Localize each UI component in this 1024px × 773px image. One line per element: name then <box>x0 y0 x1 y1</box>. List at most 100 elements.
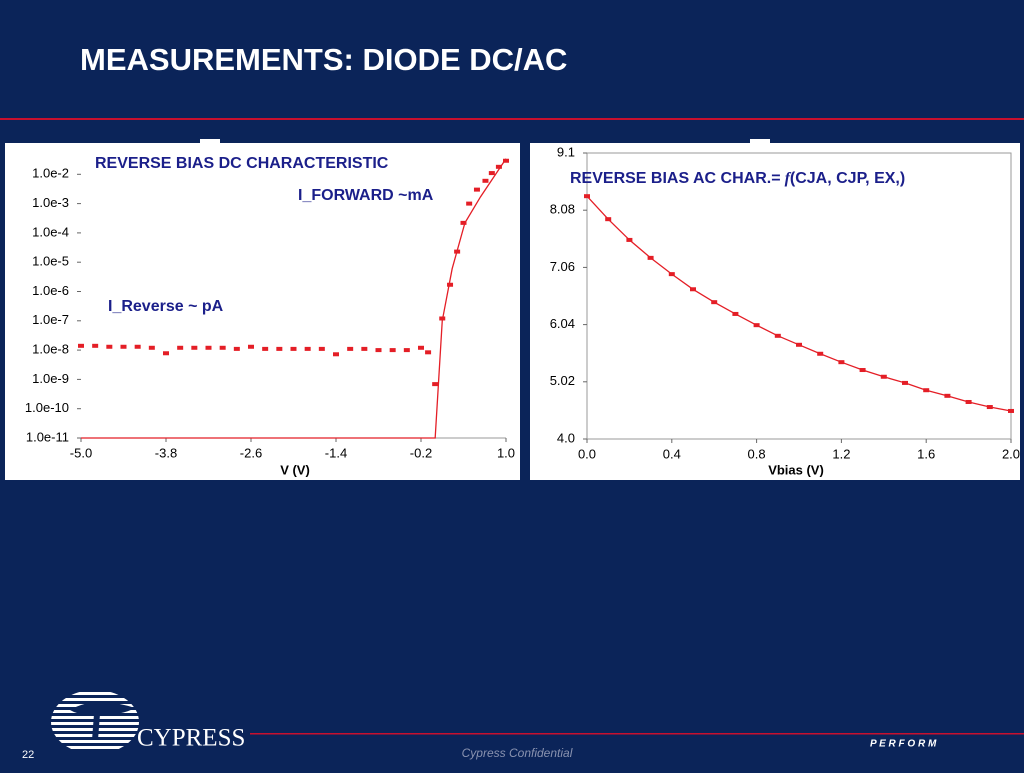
data-point <box>248 344 254 349</box>
data-point <box>78 343 84 348</box>
annotation: I_Reverse ~ pA <box>108 298 224 315</box>
data-point <box>375 348 382 353</box>
y-tick-label: 4.0 <box>557 430 575 445</box>
y-tick-label: 5.02 <box>550 373 575 388</box>
x-tick-label: 1.6 <box>917 446 935 461</box>
y-tick-label: 1.0e-10 <box>25 400 69 415</box>
data-point <box>233 346 240 351</box>
data-point <box>473 187 480 192</box>
data-point <box>690 287 696 292</box>
data-point <box>753 323 760 328</box>
annotation-part: REVERSE BIAS AC CHAR.= <box>570 170 781 187</box>
page-number: 22 <box>22 749 34 761</box>
data-point <box>92 343 99 348</box>
x-tick-label: 1.0 <box>497 445 515 460</box>
footer-rule <box>250 733 1024 735</box>
data-point <box>163 351 169 356</box>
data-point <box>333 352 339 357</box>
data-point <box>902 380 908 385</box>
y-tick-label: 1.0e-7 <box>32 312 69 327</box>
data-point <box>488 171 495 176</box>
x-tick-label: -1.4 <box>325 445 347 460</box>
tab <box>200 139 220 145</box>
data-point <box>584 194 590 199</box>
annotation: REVERSE BIAS DC CHARACTERISTIC <box>95 155 389 172</box>
x-axis-label: Vbias (V) <box>768 462 824 477</box>
data-point <box>304 346 311 351</box>
y-tick-label: 1.0e-8 <box>32 342 69 357</box>
data-point <box>838 360 845 365</box>
data-point <box>859 368 866 373</box>
data-point <box>425 350 432 355</box>
data-point <box>965 399 972 404</box>
data-point <box>482 178 489 183</box>
tagline: P E R F O R M <box>870 739 937 750</box>
y-tick-label: 1.0e-2 <box>32 166 69 181</box>
x-tick-label: -3.8 <box>155 445 177 460</box>
logo-text: CYPRESS <box>137 725 245 752</box>
data-point <box>503 158 509 163</box>
data-point <box>276 346 283 351</box>
y-tick-label: 6.04 <box>550 316 575 331</box>
data-point <box>418 345 424 350</box>
data-point <box>732 311 739 316</box>
x-tick-label: 1.2 <box>832 446 850 461</box>
y-tick-label: 9.1 <box>557 144 575 159</box>
data-point <box>262 346 269 351</box>
data-point <box>318 346 325 351</box>
data-point <box>647 255 654 260</box>
data-point <box>361 346 368 351</box>
logo: CYPRESS <box>51 692 245 752</box>
data-point <box>605 217 612 222</box>
data-point <box>923 388 930 393</box>
annotation: I_FORWARD ~mA <box>298 187 434 204</box>
data-point <box>205 345 212 350</box>
chart-panel <box>530 143 1020 480</box>
data-point <box>817 351 824 356</box>
chart: 1.0e-2 1.0e-3 1.0e-4 1.0e-5 1.0e-6 1.0e-7 1.0e… <box>5 143 520 480</box>
x-tick-label: -0.2 <box>410 445 432 460</box>
data-point <box>290 346 297 351</box>
data-point <box>495 164 502 169</box>
annotation-part: f <box>785 170 792 187</box>
y-tick-label: 8.08 <box>550 202 575 217</box>
annotation-part: (CJA, CJP, EX,) <box>790 170 905 187</box>
x-tick-label: 0.4 <box>663 446 681 461</box>
x-axis-label: V (V) <box>280 462 310 477</box>
data-point <box>106 344 113 349</box>
x-tick-label: -5.0 <box>70 445 92 460</box>
data-point <box>668 272 675 277</box>
data-point <box>880 374 887 379</box>
x-tick-label: 2.0 <box>1002 446 1020 461</box>
chart-panel <box>5 143 520 480</box>
y-tick-label: 1.0e-3 <box>32 195 69 210</box>
x-tick-label: 0.8 <box>748 446 766 461</box>
y-tick-label: 1.0e-5 <box>32 254 69 269</box>
slide-title: MEASUREMENTS: DIODE DC/AC <box>80 42 567 77</box>
y-tick-label: 1.0e-9 <box>32 371 69 386</box>
x-tick-label: -2.6 <box>240 445 262 460</box>
data-point <box>191 345 198 350</box>
y-tick-label: 1.0e-11 <box>26 429 69 444</box>
confidential: Cypress Confidential <box>462 746 573 760</box>
data-point <box>347 346 354 351</box>
charts: 1.0e-2 1.0e-3 1.0e-4 1.0e-5 1.0e-6 1.0e-7 1.0e… <box>5 143 1020 480</box>
data-point <box>447 282 454 287</box>
data-point <box>148 345 155 350</box>
data-point <box>774 333 781 338</box>
series-line <box>81 158 507 439</box>
x-tick-label: 0.0 <box>578 446 596 461</box>
y-tick-label: 1.0e-6 <box>32 283 69 298</box>
annotation: REVERSE BIAS AC CHAR.= f(CJA, CJP, EX,) <box>570 170 905 188</box>
data-point <box>403 348 410 353</box>
data-point <box>626 237 633 242</box>
data-point <box>134 344 141 349</box>
data-point <box>1008 408 1014 413</box>
data-point <box>944 393 951 398</box>
data-point <box>120 344 127 349</box>
plot-frame <box>586 152 1012 440</box>
data-point <box>389 348 396 353</box>
data-point <box>986 405 993 410</box>
data-point <box>466 201 473 206</box>
